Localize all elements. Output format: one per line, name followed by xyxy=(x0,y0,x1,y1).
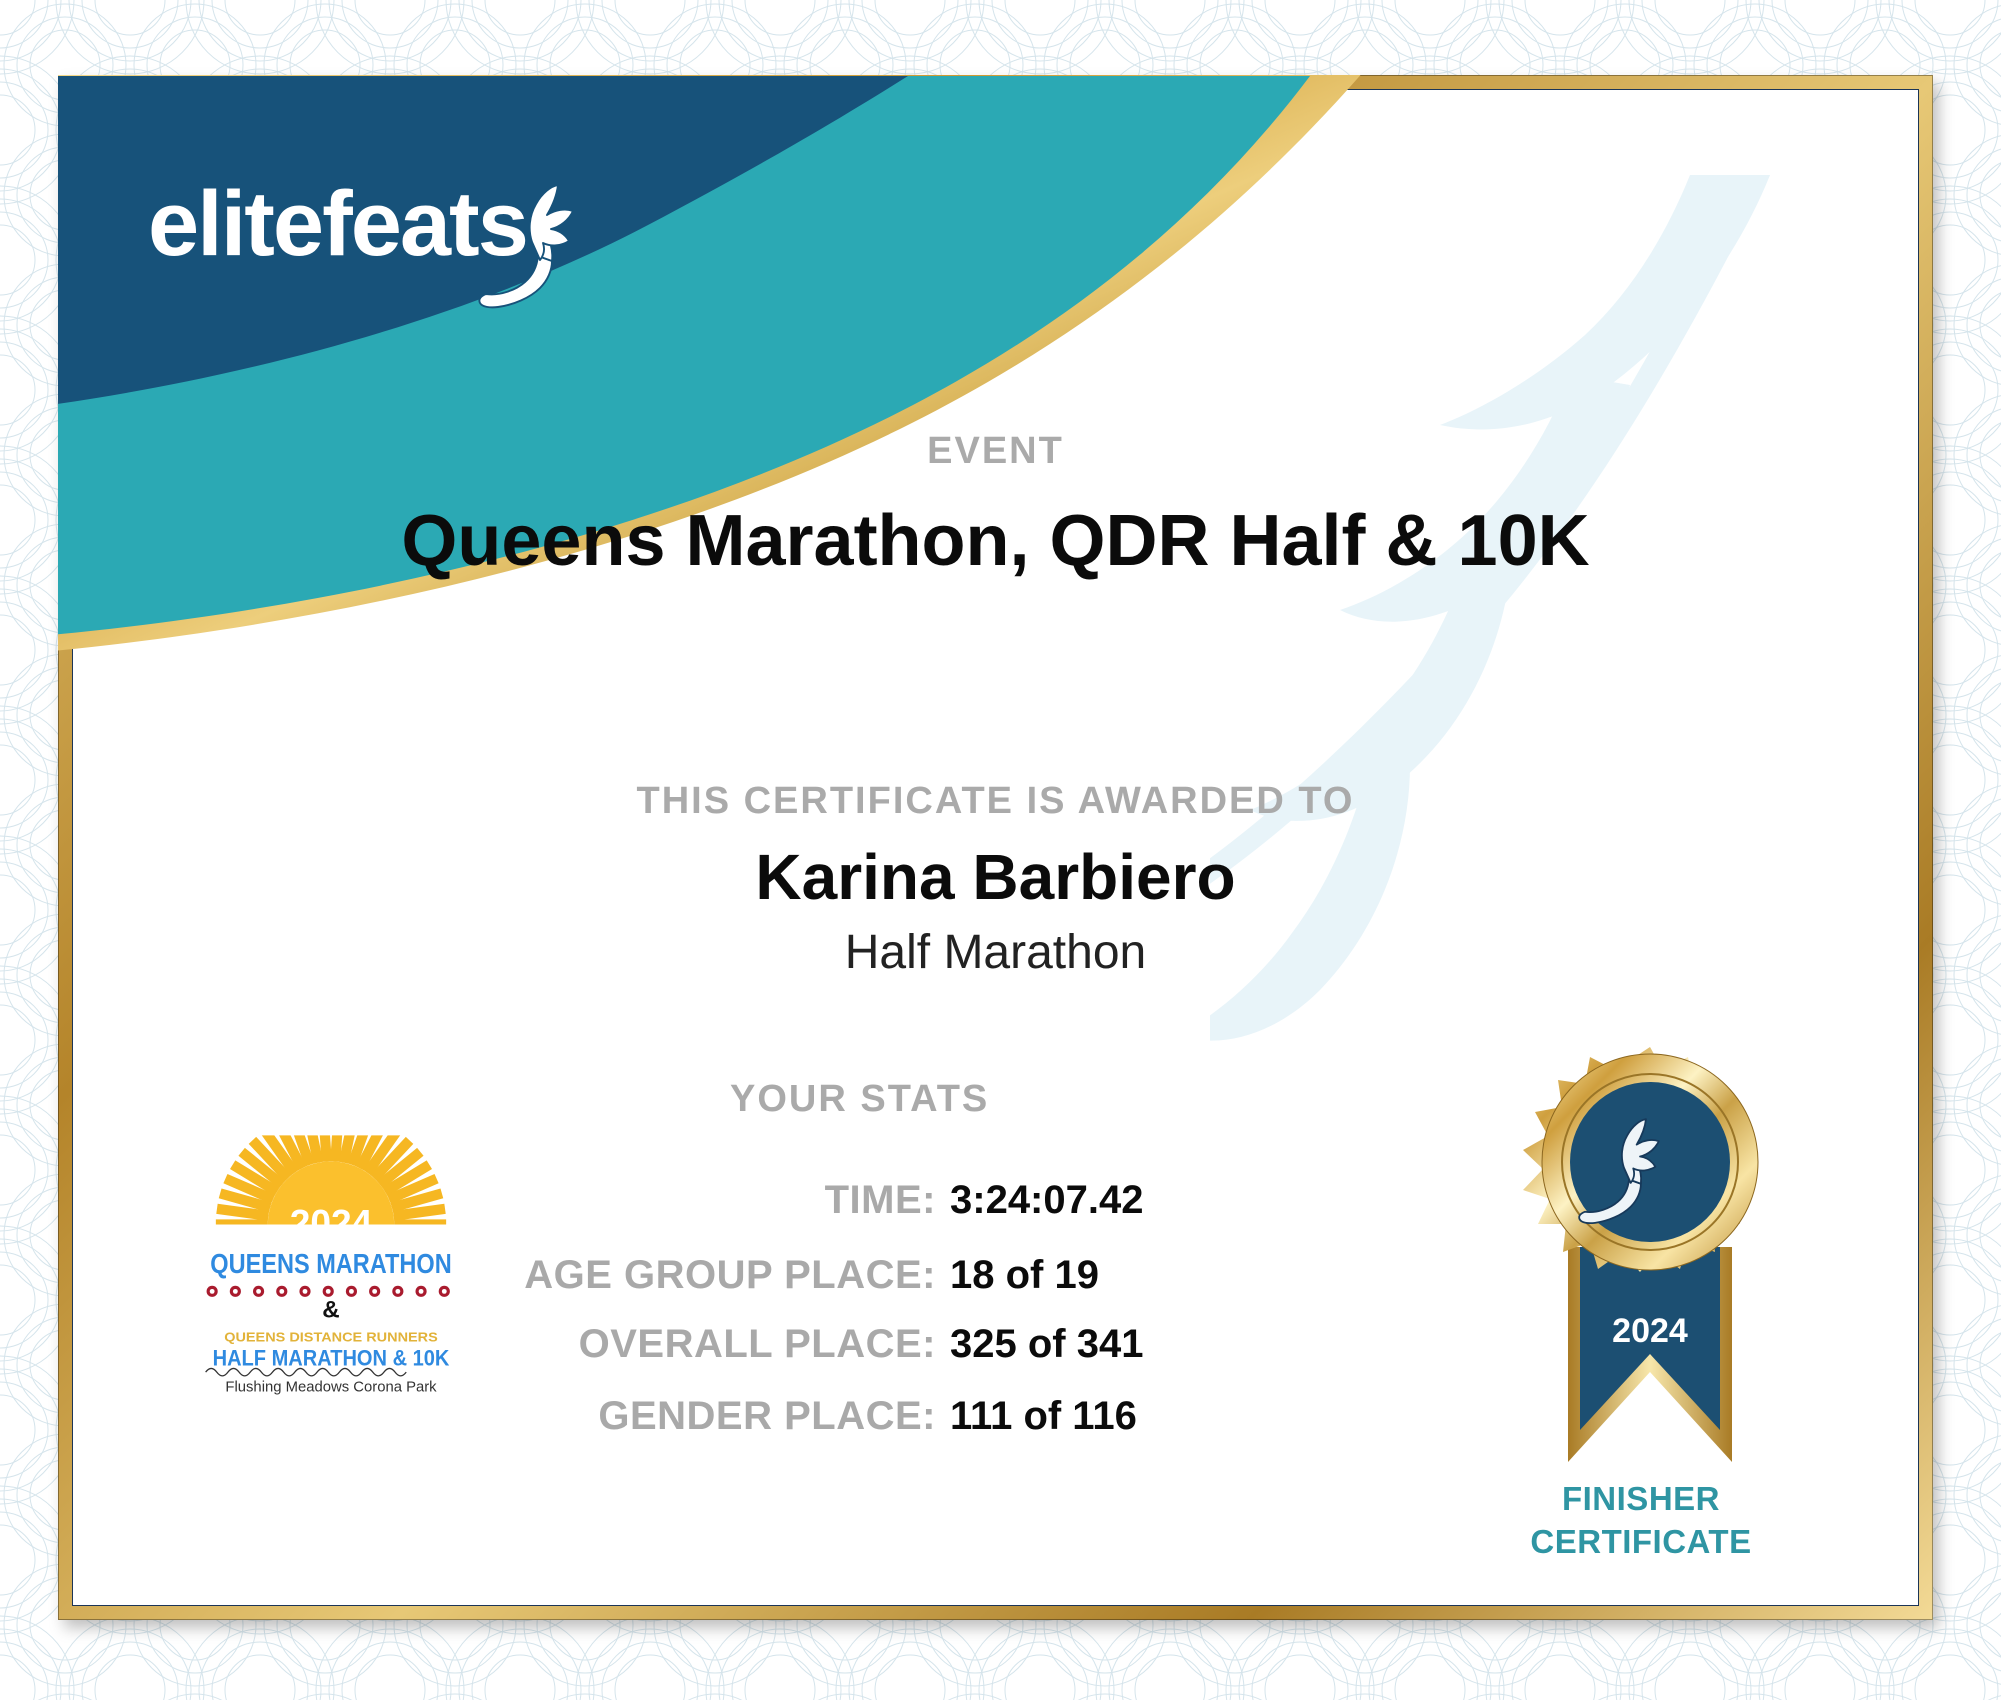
svg-text:2024: 2024 xyxy=(290,1202,373,1244)
svg-text:&: & xyxy=(322,1296,339,1323)
svg-text:QUEENS MARATHON: QUEENS MARATHON xyxy=(210,1248,451,1279)
svg-text:QUEENS DISTANCE RUNNERS: QUEENS DISTANCE RUNNERS xyxy=(224,1330,438,1345)
svg-text:Flushing Meadows Corona Park: Flushing Meadows Corona Park xyxy=(225,1380,437,1396)
svg-text:HALF MARATHON & 10K: HALF MARATHON & 10K xyxy=(213,1346,450,1371)
svg-text:2024: 2024 xyxy=(1612,1312,1688,1350)
